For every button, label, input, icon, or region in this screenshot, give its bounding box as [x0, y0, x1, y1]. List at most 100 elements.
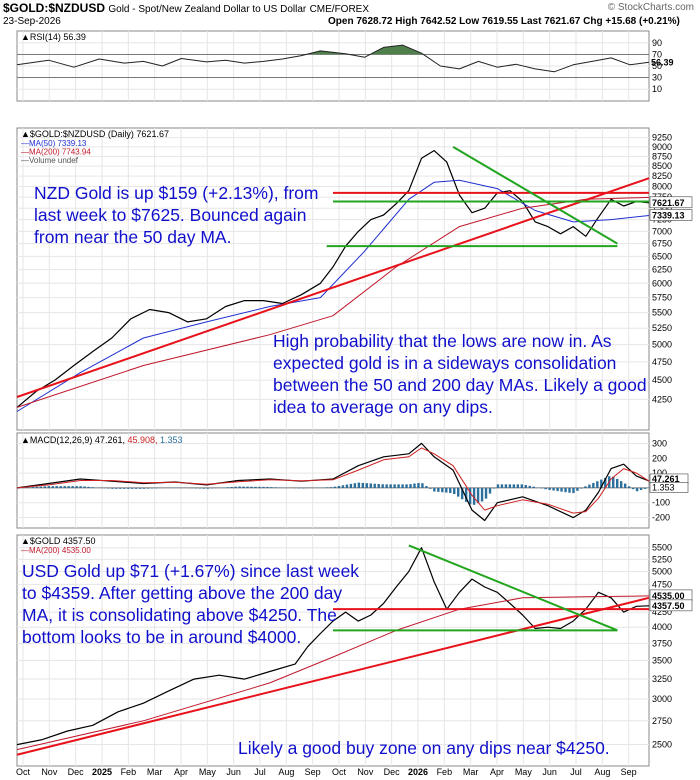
x-tick-label: Sep	[621, 767, 637, 777]
last-value-box	[649, 482, 689, 493]
macd-histogram-bar	[230, 486, 233, 488]
annotation-nzd-outlook: High probability that the lows are now i…	[273, 331, 647, 417]
macd-histogram-bar	[516, 484, 520, 488]
macd-histogram-bar	[476, 487, 480, 504]
macd-histogram-bar	[472, 487, 476, 505]
macd-histogram-bar	[393, 484, 396, 488]
macd-histogram-bar	[413, 483, 416, 488]
macd-histogram-bar	[242, 486, 245, 488]
macd-histogram-bar	[71, 486, 74, 488]
y-tick-label: 6250	[652, 265, 672, 275]
trendline-red	[16, 177, 650, 398]
macd-histogram-bar	[226, 487, 229, 488]
macd-histogram-bar	[437, 487, 440, 492]
macd-histogram-bar	[532, 486, 535, 488]
x-tick-label: Dec	[384, 767, 401, 777]
legend-item: —MA(200) 7743.94	[21, 148, 91, 157]
x-tick-label: Nov	[357, 767, 374, 777]
y-tick-label: 6500	[652, 251, 672, 261]
macd-histogram-bar	[544, 487, 547, 490]
macd-histogram-bar	[107, 487, 110, 489]
y-tick-label: 100	[652, 468, 667, 478]
last-value-box	[649, 196, 693, 209]
macd-histogram-bar	[592, 482, 595, 488]
y-tick-label: 5500	[652, 308, 672, 318]
y-tick-label: 6750	[652, 239, 672, 249]
macd-histogram-bar	[369, 483, 372, 488]
macd-histogram-bar	[43, 486, 47, 488]
legend-item: —MA(50) 7339.13	[21, 139, 87, 148]
macd-histogram-bar	[619, 481, 623, 488]
y-tick-label: 5250	[652, 323, 672, 333]
macd-histogram-bar	[31, 487, 35, 488]
macd-histogram-bar	[480, 487, 484, 502]
y-tick-label: 5500	[652, 543, 672, 553]
x-tick-label: Aug	[278, 767, 294, 777]
last-value-label: 1.353	[652, 482, 675, 492]
ohlc-readout: Open 7628.72 High 7642.52 Low 7619.55 La…	[328, 16, 680, 27]
macd-histogram-bar	[409, 484, 412, 488]
x-tick-label: Aug	[594, 767, 610, 777]
x-tick-label: Oct	[16, 767, 31, 777]
macd-histogram-bar	[417, 483, 420, 488]
y-tick-label: 3000	[652, 694, 672, 704]
x-tick-label: Dec	[68, 767, 85, 777]
macd-histogram-bar	[635, 487, 639, 492]
macd-histogram-bar	[584, 486, 587, 488]
macd-histogram-bar	[131, 487, 134, 489]
y-tick-label: 8000	[652, 181, 672, 191]
y-tick-label: 4750	[652, 357, 672, 367]
macd-histogram-bar	[449, 487, 452, 493]
macd-histogram-bar	[548, 487, 551, 490]
macd-histogram-bar	[643, 487, 647, 489]
y-tick-label: 4250	[652, 394, 672, 404]
panel-macd: 3002001000-100-200▲MACD(12,26,9) 47.261,…	[16, 432, 689, 529]
macd-histogram-bar	[453, 487, 456, 495]
macd-histogram-bar	[445, 487, 448, 493]
series-line-signal	[16, 447, 650, 514]
macd-histogram-bar	[266, 486, 269, 488]
panel-gold_usd: 5500525050004750450042504000375035003250…	[16, 534, 693, 777]
macd-histogram-bar	[341, 485, 345, 488]
trendline-green	[452, 145, 618, 245]
macd-histogram-bar	[150, 487, 154, 489]
macd-histogram-bar	[576, 487, 579, 491]
macd-histogram-bar	[127, 487, 130, 489]
x-tick-label: 2025	[92, 767, 112, 777]
macd-histogram-bar	[87, 486, 90, 488]
x-tick-label: Jul	[254, 767, 266, 777]
macd-histogram-bar	[560, 487, 563, 492]
x-tick-label: Sep	[305, 767, 321, 777]
macd-histogram-bar	[258, 486, 261, 488]
macd-histogram-bar	[524, 485, 527, 488]
macd-histogram-bar	[556, 487, 559, 492]
macd-histogram-bar	[600, 479, 603, 488]
x-tick-label: Feb	[121, 767, 137, 777]
macd-histogram-bar	[397, 484, 400, 488]
macd-histogram-bar	[238, 486, 241, 488]
macd-histogram-bar	[333, 486, 337, 488]
y-tick-label: 4750	[652, 579, 672, 589]
y-tick-label: 9000	[652, 142, 672, 152]
y-tick-label: 90	[652, 38, 662, 48]
series-line-ma-50-	[16, 179, 650, 412]
y-tick-label: 8500	[652, 161, 672, 171]
trendline-green	[408, 544, 618, 632]
annotation-usd-weekly: USD Gold up $71 (+1.67%) since last week…	[22, 561, 360, 647]
panel-title: ▲MACD(12,26,9) 47.261, 45.908, 1.353	[21, 435, 183, 445]
last-value-label: 7621.67	[652, 198, 685, 208]
series-line-rsi-14-	[16, 44, 650, 73]
x-tick-label: May	[515, 767, 533, 777]
macd-histogram-bar	[353, 483, 357, 488]
macd-histogram-bar	[146, 487, 150, 489]
last-value-box	[649, 209, 693, 221]
date: 23-Sep-2026	[3, 16, 61, 27]
macd-histogram-bar	[460, 487, 464, 500]
macd-histogram-bar	[357, 482, 361, 488]
macd-histogram-bar	[75, 486, 78, 488]
macd-histogram-bar	[325, 487, 329, 488]
macd-histogram-bar	[468, 487, 472, 505]
y-tick-label: 9250	[652, 133, 672, 143]
x-tick-label: Oct	[332, 767, 347, 777]
macd-histogram-bar	[27, 487, 31, 488]
